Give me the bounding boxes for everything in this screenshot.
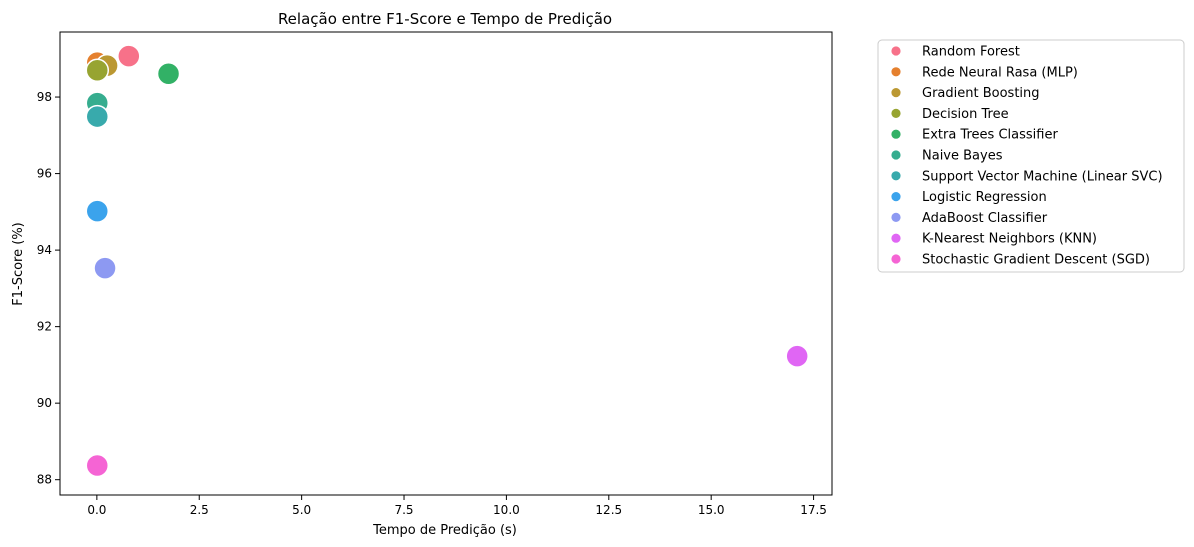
legend-marker [890, 191, 902, 203]
x-tick-label: 17.5 [800, 503, 827, 517]
x-axis: 0.0 2.5 5.0 7.5 10.0 12.5 15.0 17.5 [87, 495, 827, 517]
legend-marker [890, 170, 902, 182]
legend-label: Gradient Boosting [922, 86, 1040, 101]
x-tick-label: 0.0 [87, 503, 106, 517]
y-axis-label: F1-Score (%) [11, 222, 26, 305]
legend-marker [890, 108, 902, 119]
legend-box [877, 39, 1185, 273]
x-tick-label: 7.5 [394, 503, 413, 517]
data-point [117, 44, 141, 68]
data-point [93, 256, 117, 280]
legend-marker [890, 87, 902, 98]
x-tick-label: 2.5 [190, 503, 209, 517]
data-point [85, 453, 110, 478]
x-tick-label: 10.0 [493, 503, 520, 517]
legend-label: Extra Trees Classifier [922, 128, 1058, 143]
legend-marker [890, 211, 902, 223]
chart-title: Relação entre F1-Score e Tempo de Prediç… [278, 10, 612, 28]
legend-label: AdaBoost Classifier [922, 211, 1048, 226]
legend-label: Support Vector Machine (Linear SVC) [922, 169, 1163, 184]
y-tick-label: 94 [37, 243, 52, 257]
y-tick-label: 98 [37, 90, 52, 104]
legend-marker [890, 232, 902, 244]
legend-label: Stochastic Gradient Descent (SGD) [922, 253, 1150, 268]
plot-frame [59, 31, 833, 496]
legend-label: Naive Bayes [922, 149, 1003, 164]
data-point [156, 61, 181, 86]
legend-label: Logistic Regression [922, 190, 1047, 205]
x-tick-label: 5.0 [292, 503, 311, 517]
legend-label: Rede Neural Rasa (MLP) [922, 65, 1078, 80]
x-axis-label: Tempo de Predição (s) [372, 523, 517, 538]
points-layer [85, 44, 809, 478]
legend-marker [890, 66, 902, 78]
legend-marker [890, 149, 902, 161]
data-point [785, 344, 809, 368]
data-point [85, 104, 110, 129]
y-tick-label: 96 [37, 167, 52, 181]
legend: Random Forest Rede Neural Rasa (MLP) Gradi… [890, 45, 1163, 268]
y-tick-label: 92 [37, 320, 52, 334]
x-tick-label: 15.0 [698, 503, 725, 517]
legend-label: K-Nearest Neighbors (KNN) [922, 232, 1097, 247]
legend-label: Random Forest [922, 45, 1020, 60]
legend-marker [890, 45, 902, 57]
legend-label: Decision Tree [922, 107, 1009, 122]
x-tick-label: 12.5 [595, 503, 622, 517]
plot-area [60, 32, 832, 495]
legend-marker [890, 128, 902, 140]
y-axis: 88 90 92 94 96 98 [37, 90, 60, 487]
data-point [85, 199, 110, 223]
y-tick-label: 88 [37, 473, 52, 487]
y-tick-label: 90 [37, 396, 52, 410]
data-point [85, 58, 110, 83]
legend-marker [890, 253, 902, 265]
